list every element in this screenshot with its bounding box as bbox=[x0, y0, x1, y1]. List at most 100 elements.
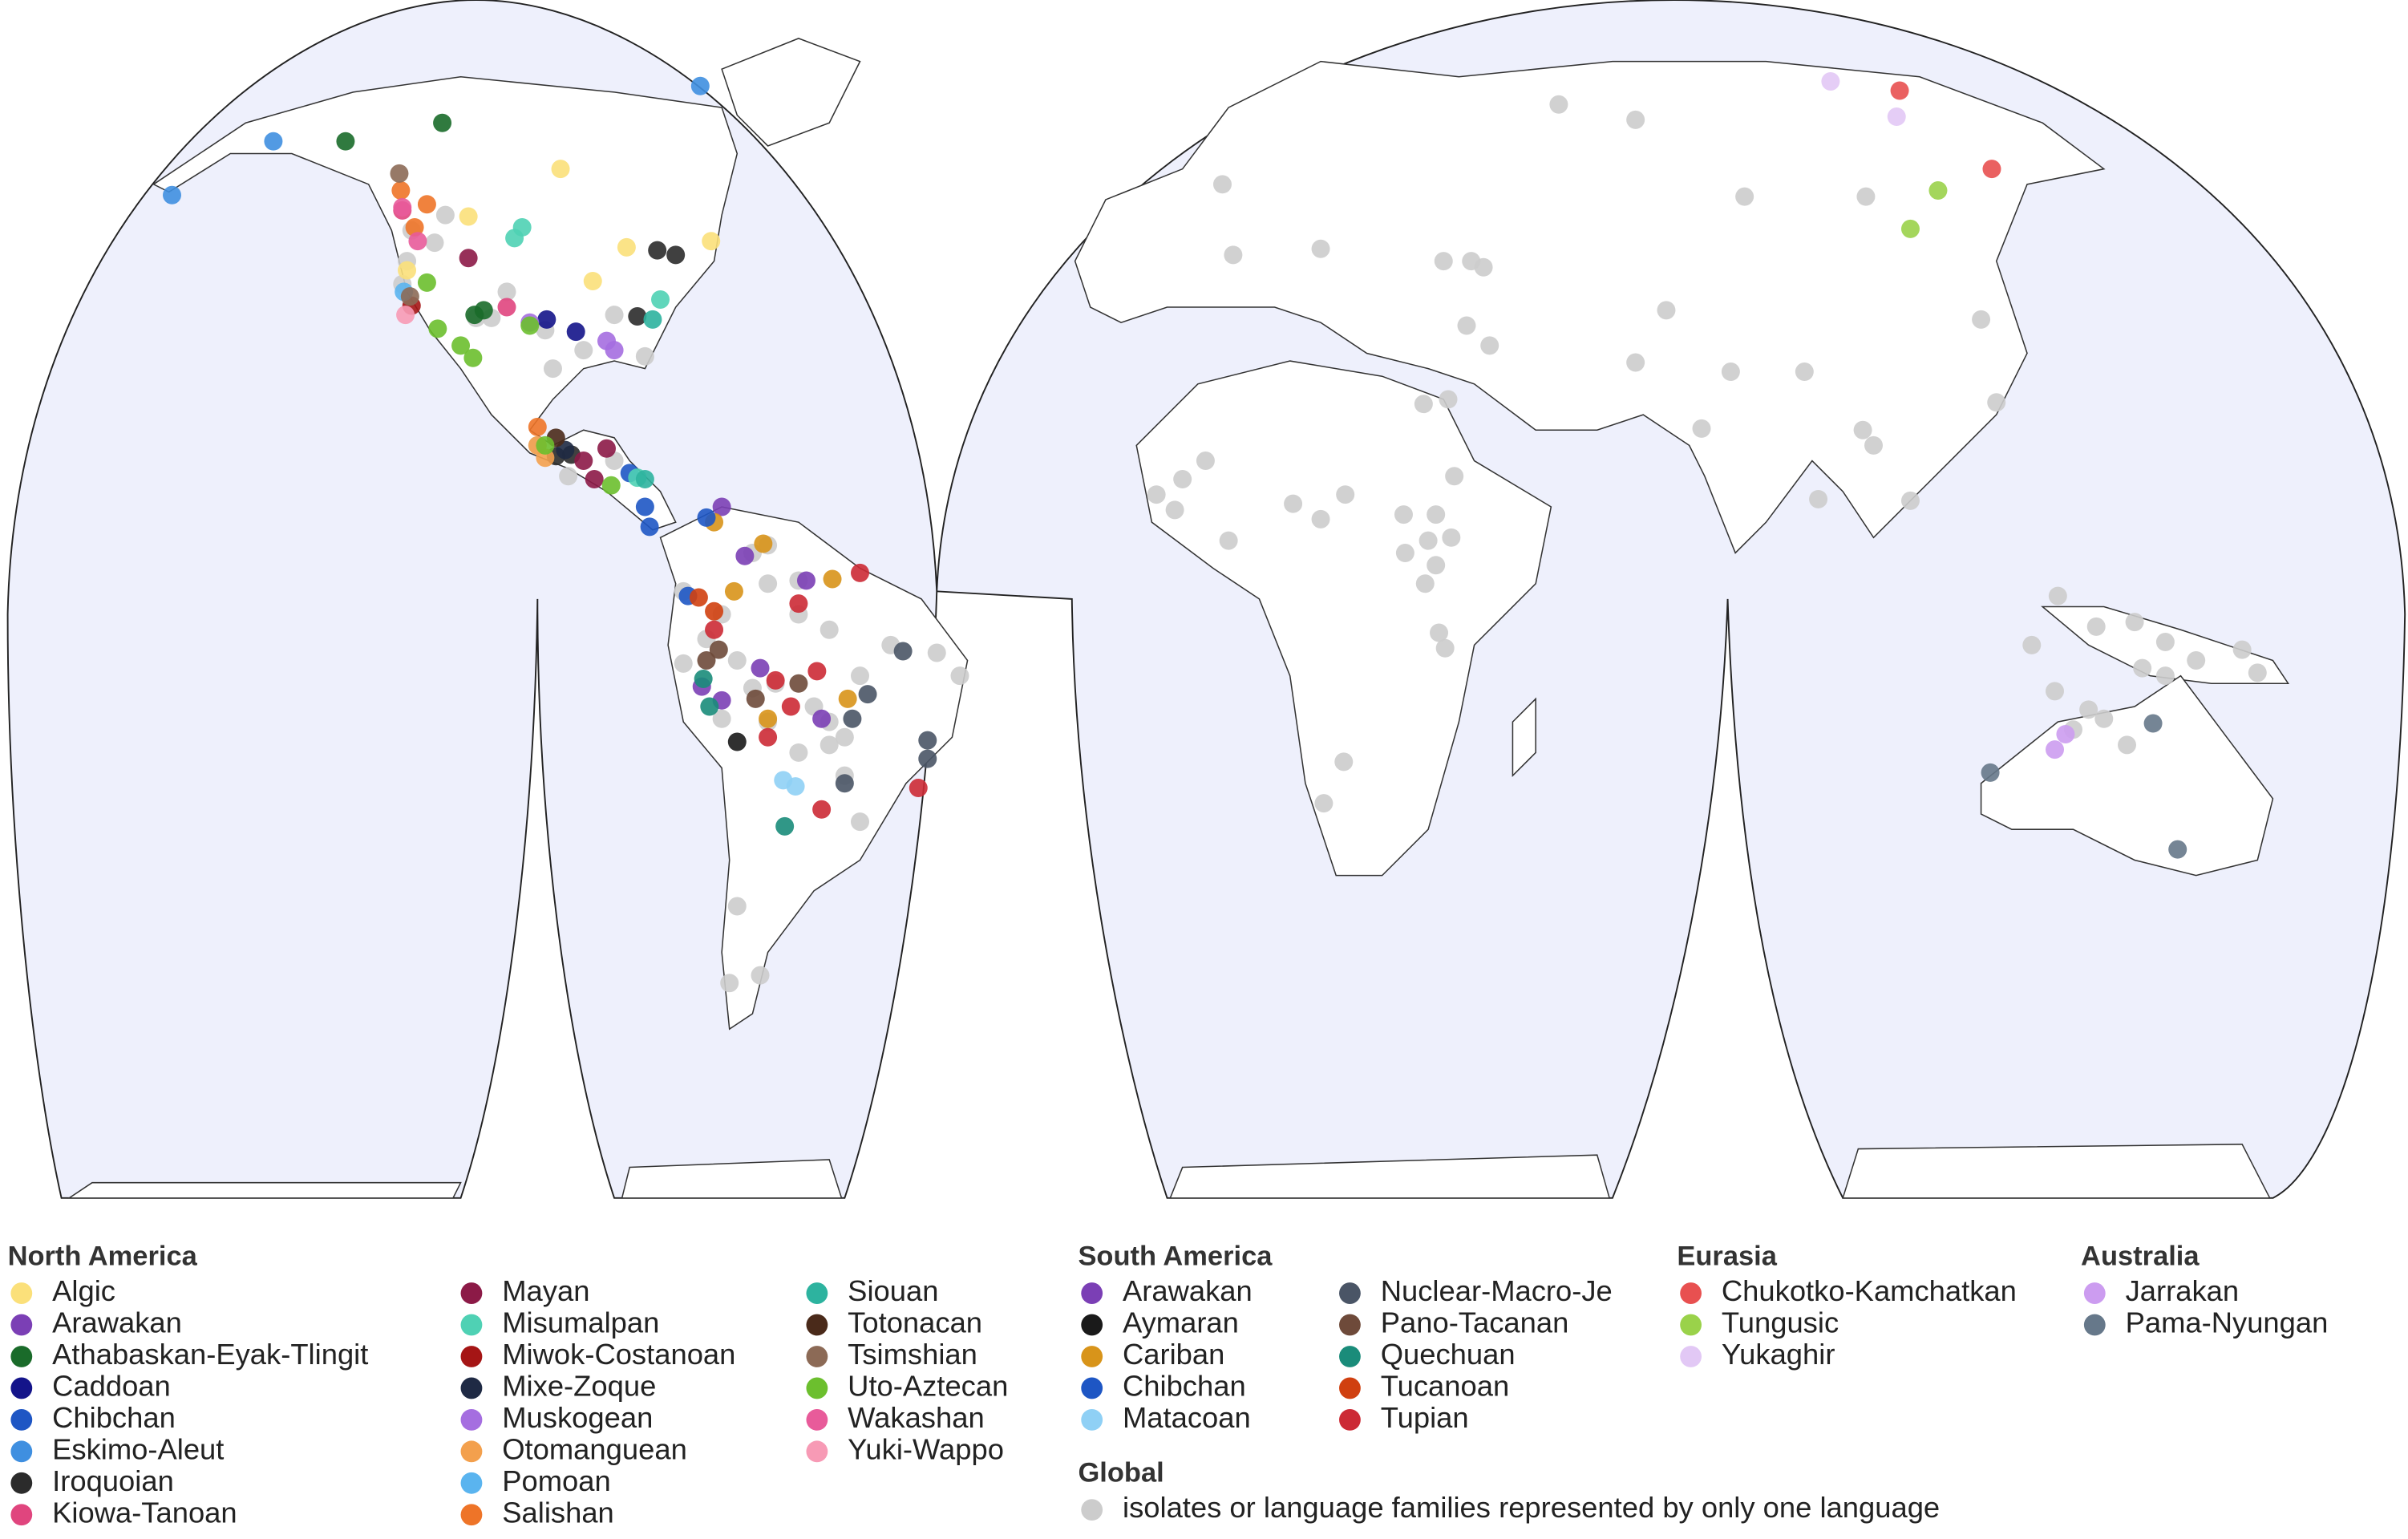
legend-title: North America bbox=[8, 1241, 198, 1272]
eurasia bbox=[1074, 60, 2106, 554]
legend-swatch bbox=[10, 1346, 33, 1367]
language-dot bbox=[2046, 740, 2064, 759]
language-dot bbox=[2125, 613, 2144, 632]
language-dot bbox=[1856, 187, 1876, 206]
language-dot bbox=[1549, 95, 1568, 114]
language-dot bbox=[1334, 752, 1354, 772]
language-dot bbox=[766, 670, 785, 690]
language-dot bbox=[1445, 467, 1464, 486]
language-dot bbox=[1821, 72, 1840, 91]
language-dot bbox=[759, 574, 778, 593]
language-dot bbox=[428, 319, 447, 338]
legend-label: Mixe-Zoque bbox=[502, 1370, 656, 1403]
legend-swatch bbox=[2083, 1282, 2106, 1304]
language-dot bbox=[812, 800, 832, 819]
language-dot bbox=[463, 348, 483, 367]
language-dot bbox=[2143, 714, 2163, 733]
language-dot bbox=[835, 774, 854, 793]
language-dot bbox=[1394, 505, 1413, 524]
legend-label: Arawakan bbox=[1123, 1274, 1253, 1307]
language-dot bbox=[751, 966, 770, 985]
legend-swatch bbox=[806, 1377, 828, 1399]
language-dot bbox=[2168, 840, 2187, 859]
greenland bbox=[721, 38, 861, 147]
language-dot bbox=[1972, 310, 1991, 329]
language-dot bbox=[520, 316, 540, 335]
language-dot bbox=[689, 588, 708, 607]
language-dot bbox=[640, 517, 659, 537]
language-dot bbox=[1418, 531, 1438, 550]
legend-swatch bbox=[1680, 1282, 1702, 1304]
language-dot bbox=[605, 341, 624, 360]
legend-label: Siouan bbox=[848, 1274, 938, 1307]
language-dot bbox=[408, 232, 427, 251]
language-dot bbox=[543, 359, 562, 379]
language-dot bbox=[1890, 81, 1909, 100]
language-dot bbox=[585, 470, 604, 489]
language-dot bbox=[1809, 489, 1828, 508]
language-dot bbox=[417, 195, 436, 214]
legend-swatch bbox=[460, 1408, 483, 1431]
language-dot bbox=[2079, 700, 2098, 719]
language-dot bbox=[720, 974, 739, 993]
language-dot bbox=[909, 778, 928, 797]
language-dot bbox=[1430, 623, 1449, 642]
language-dot bbox=[536, 435, 555, 455]
language-dot bbox=[391, 180, 411, 200]
legend-swatch bbox=[1081, 1314, 1103, 1336]
legend-swatch bbox=[806, 1346, 828, 1367]
legend-label: Salishan bbox=[502, 1496, 614, 1529]
language-dot bbox=[835, 727, 854, 747]
language-dot bbox=[635, 346, 654, 366]
legend-swatch bbox=[460, 1282, 483, 1304]
legend-label: Misumalpan bbox=[502, 1306, 659, 1339]
language-dot bbox=[497, 298, 516, 317]
language-dot bbox=[705, 620, 724, 639]
legend-swatch bbox=[10, 1408, 33, 1431]
language-dot bbox=[597, 439, 616, 458]
language-dot bbox=[1721, 362, 1740, 381]
legend-swatch bbox=[1081, 1408, 1103, 1431]
language-dot bbox=[400, 287, 419, 306]
legend-label: Arawakan bbox=[52, 1306, 182, 1339]
language-dot bbox=[751, 658, 770, 678]
language-dot bbox=[583, 271, 602, 290]
language-dot bbox=[566, 322, 585, 342]
language-dot bbox=[2232, 640, 2252, 659]
legend-label: Tupian bbox=[1381, 1401, 1469, 1434]
language-dot bbox=[712, 497, 731, 516]
language-dot bbox=[838, 689, 857, 708]
language-dot bbox=[812, 709, 832, 728]
legend-swatch bbox=[1081, 1377, 1103, 1399]
legend-label: Quechuan bbox=[1381, 1338, 1516, 1371]
legend-swatch bbox=[460, 1504, 483, 1526]
legend-swatch bbox=[806, 1314, 828, 1336]
antarctica bbox=[67, 1144, 2271, 1199]
legend-title: Australia bbox=[2081, 1241, 2200, 1272]
language-dot bbox=[727, 651, 747, 670]
language-dot bbox=[163, 185, 181, 205]
language-dot bbox=[735, 546, 755, 565]
language-dot bbox=[398, 261, 417, 280]
legend-swatch bbox=[1081, 1346, 1103, 1367]
language-dot bbox=[2118, 735, 2137, 755]
legend-label: Pano-Tacanan bbox=[1381, 1306, 1569, 1339]
language-dot bbox=[2022, 635, 2042, 654]
language-dot bbox=[605, 306, 624, 325]
language-dot bbox=[1626, 353, 1645, 372]
legend-label: Athabaskan-Eyak-Tlingit bbox=[52, 1338, 368, 1371]
language-dot bbox=[851, 812, 869, 832]
language-dot bbox=[727, 732, 747, 751]
language-dot bbox=[700, 697, 719, 716]
language-dot bbox=[789, 594, 808, 614]
language-dot bbox=[1795, 362, 1814, 381]
language-dot bbox=[1480, 336, 1499, 355]
language-dot bbox=[694, 670, 713, 688]
legend-swatch bbox=[806, 1282, 828, 1304]
language-dot bbox=[1626, 110, 1645, 129]
legend-label: Cariban bbox=[1123, 1338, 1224, 1371]
language-dot bbox=[648, 241, 667, 260]
language-dot bbox=[1311, 509, 1330, 529]
language-dot bbox=[2155, 666, 2175, 686]
